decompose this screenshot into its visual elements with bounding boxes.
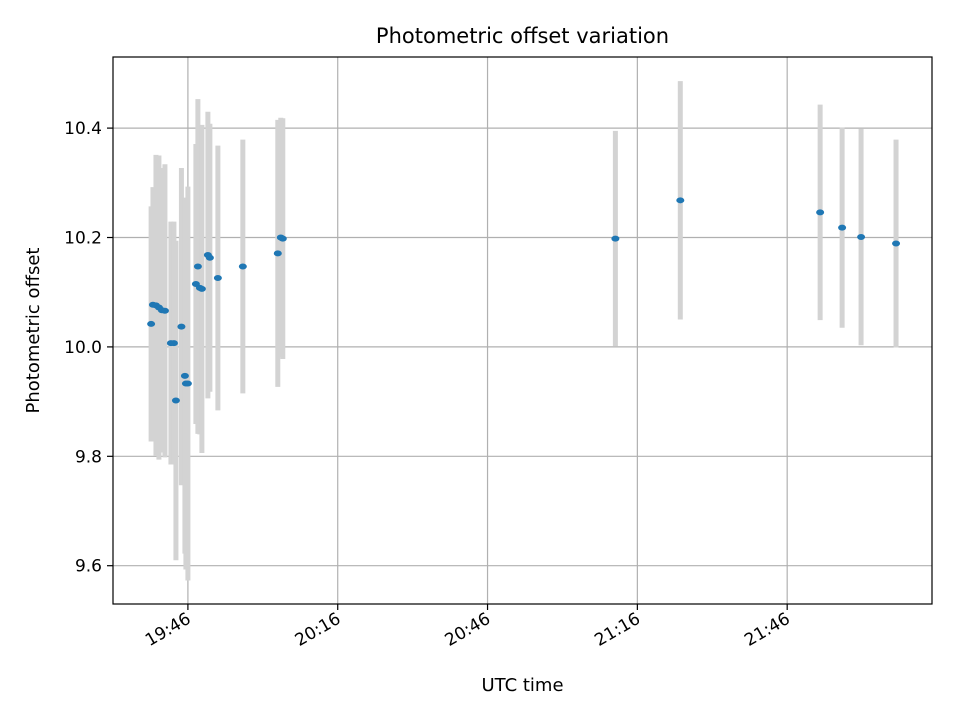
y-axis-label: Photometric offset: [23, 248, 44, 414]
x-tick-label: 21:16: [591, 609, 643, 651]
data-point: [197, 285, 206, 292]
data-point: [177, 323, 186, 330]
data-point: [676, 197, 685, 204]
data-point: [273, 250, 282, 257]
grid: [113, 57, 932, 604]
data-point: [147, 320, 156, 327]
data-point: [838, 224, 847, 231]
data-point: [180, 372, 189, 379]
y-tick-label: 10.2: [64, 229, 102, 249]
data-point: [193, 263, 202, 270]
x-axis-label: UTC time: [481, 675, 563, 696]
data-point: [213, 274, 222, 281]
y-tick-label: 9.6: [75, 557, 102, 577]
y-tick-label: 9.8: [75, 447, 102, 467]
data-point: [238, 263, 247, 270]
x-tick-label: 20:16: [292, 609, 344, 651]
plot-frame: [112, 56, 933, 605]
x-tick-label: 20:46: [442, 609, 494, 651]
data-point: [278, 235, 287, 242]
y-tick-label: 10.4: [64, 119, 102, 139]
data-point: [169, 340, 178, 347]
data-point: [160, 307, 169, 314]
data-points: [147, 197, 901, 404]
y-tick-label: 10.0: [64, 338, 102, 358]
data-point: [171, 397, 180, 404]
data-point: [892, 240, 901, 247]
x-tick-label: 19:46: [142, 609, 194, 651]
x-tick-label: 21:46: [741, 609, 793, 651]
data-point: [183, 380, 192, 387]
chart-title: Photometric offset variation: [376, 24, 669, 48]
data-point: [816, 209, 825, 216]
data-point: [857, 233, 866, 240]
data-point: [611, 235, 620, 242]
data-point: [205, 254, 214, 261]
error-bars: [148, 81, 899, 581]
